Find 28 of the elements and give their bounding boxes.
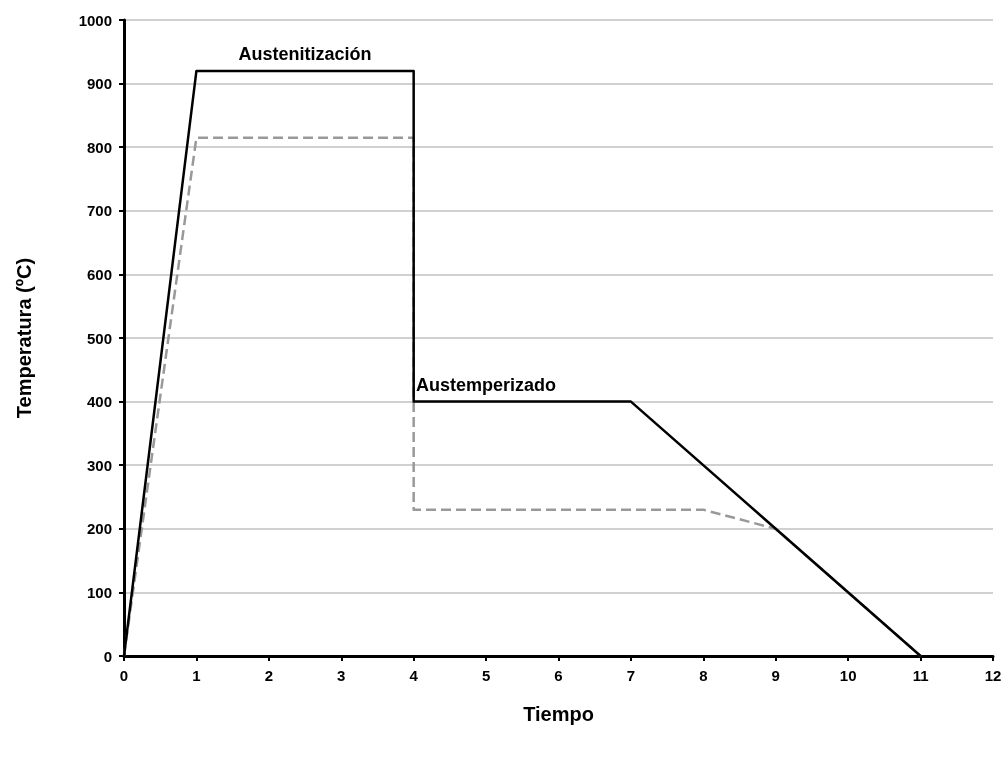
y-tick-label: 1000	[78, 11, 112, 29]
y-tick-label: 500	[86, 329, 112, 347]
x-tick-label: 4	[409, 667, 419, 684]
y-tick-label: 100	[86, 583, 112, 601]
y-tick-label: 200	[86, 520, 112, 538]
x-tick-label: 10	[839, 667, 857, 684]
x-axis-title: Tiempo	[523, 703, 594, 725]
x-tick-label: 1	[192, 667, 201, 684]
x-tick-label: 11	[912, 667, 929, 684]
y-tick-label: 300	[86, 456, 112, 474]
y-tick-label: 0	[103, 647, 112, 665]
y-tick-label: 900	[86, 75, 112, 93]
annotation: Austenitización	[238, 43, 372, 64]
x-tick-label: 2	[264, 667, 274, 684]
y-axis-title: Temperatura (ºC)	[13, 257, 35, 419]
x-tick-label: 0	[119, 667, 129, 684]
x-tick-label: 12	[984, 667, 1002, 684]
y-tick-label: 800	[86, 138, 112, 156]
x-tick-label: 5	[481, 667, 491, 684]
y-tick-label: 700	[86, 202, 112, 220]
x-tick-label: 3	[337, 667, 346, 684]
y-tick-label: 400	[86, 393, 112, 411]
annotation: Austemperizado	[416, 374, 557, 395]
x-tick-label: 6	[554, 667, 563, 684]
x-tick-label: 9	[771, 667, 780, 684]
x-tick-label: 8	[699, 667, 708, 684]
x-tick-label: 7	[626, 667, 636, 684]
y-tick-label: 600	[86, 265, 112, 283]
